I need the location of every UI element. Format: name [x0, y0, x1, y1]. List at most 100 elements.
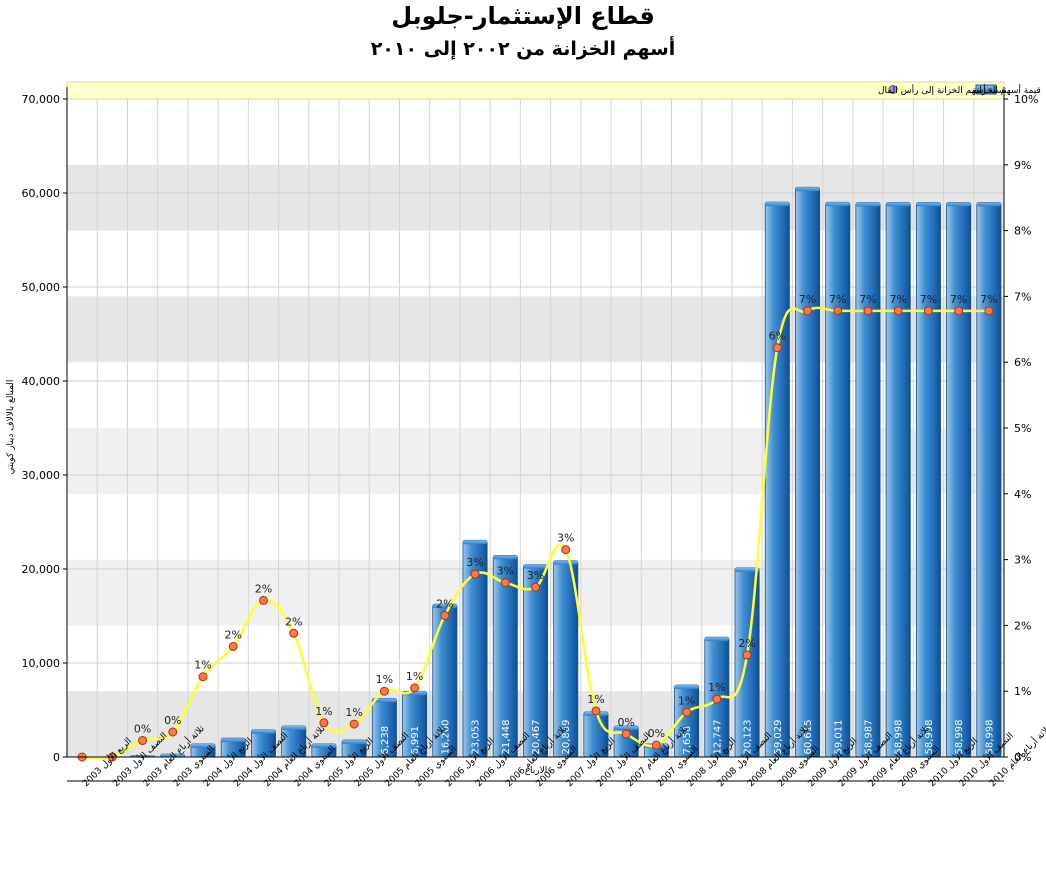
- bar-value-label: 20,467: [531, 720, 542, 755]
- bar-value-label: 16,260: [440, 720, 451, 755]
- bar-value-label: 59,011: [833, 720, 844, 755]
- bar: [825, 201, 851, 758]
- bar-value-label: 6,238: [380, 726, 391, 755]
- percent-marker: [893, 306, 903, 316]
- percent-label: 7%: [920, 293, 937, 306]
- y2-tick-label: 3%: [1014, 554, 1031, 567]
- percent-marker: [803, 306, 813, 316]
- bar-top: [704, 637, 729, 642]
- percent-label: 1%: [315, 705, 332, 718]
- percent-marker: [319, 718, 329, 728]
- percent-label: 2%: [285, 615, 302, 628]
- percent-marker: [954, 306, 964, 316]
- y2-tick-label: 1%: [1014, 685, 1031, 698]
- chart-subtitle: أسهم الخزانة من ٢٠٠٢ إلى ٢٠١٠: [370, 38, 676, 60]
- bar-value-label: 12,747: [712, 720, 723, 755]
- bar-value-label: 58,998: [924, 720, 935, 755]
- y-tick-label: 50,000: [22, 281, 61, 294]
- y-tick-label: 70,000: [22, 93, 61, 106]
- bar: [764, 201, 790, 758]
- percent-marker: [591, 706, 601, 716]
- percent-marker: [682, 707, 692, 717]
- percent-label: 3%: [466, 556, 483, 569]
- bar-top: [674, 685, 699, 690]
- percent-label: 0%: [134, 723, 151, 736]
- bar-top: [976, 202, 1001, 207]
- bar-top: [765, 202, 790, 207]
- bar-top: [795, 187, 820, 192]
- percent-label: 0%: [648, 727, 665, 740]
- percent-marker: [923, 306, 933, 316]
- percent-marker: [561, 545, 571, 555]
- legend: قيمة أسهم الخزانة نسبة أسهم الخزانة إلى …: [66, 81, 1041, 100]
- bar-value-label: 6,991: [410, 726, 421, 755]
- y2-tick-label: 10%: [1014, 93, 1038, 106]
- bar-top: [916, 202, 941, 207]
- percent-marker: [651, 740, 661, 750]
- legend-box: [66, 81, 1005, 100]
- percent-label: 3%: [527, 569, 544, 582]
- bar: [946, 202, 972, 758]
- bar-top: [493, 555, 518, 560]
- bar-value-label: 20,889: [561, 720, 572, 755]
- y-tick-label: 0: [53, 751, 60, 764]
- percent-marker: [742, 650, 752, 660]
- percent-label: 2%: [225, 628, 242, 641]
- percent-label: 6%: [769, 330, 786, 343]
- percent-marker: [289, 628, 299, 638]
- y-axis-label: المبالغ بالالاف دينار كويتي: [6, 380, 16, 475]
- bar-value-label: 21,448: [501, 720, 512, 755]
- chart-title: قطاع الإستثمار-جلوبل: [391, 2, 655, 30]
- bar-top: [251, 729, 276, 734]
- percent-label: 7%: [980, 293, 997, 306]
- percent-label: 2%: [436, 598, 453, 611]
- percent-marker: [470, 569, 480, 579]
- bar-top: [825, 202, 850, 207]
- bar-top: [221, 738, 246, 743]
- bar: [795, 186, 821, 758]
- percent-label: 3%: [557, 532, 574, 545]
- bar-top: [886, 202, 911, 207]
- percent-marker: [984, 306, 994, 316]
- bars: 6,238 6,991 16,260 23,053 21,448 20,467 20,889…: [130, 186, 1002, 758]
- percent-marker: [168, 727, 178, 737]
- bar-top: [946, 202, 971, 207]
- percent-label: 1%: [345, 706, 362, 719]
- percent-marker: [772, 343, 782, 353]
- bar-top: [372, 698, 397, 703]
- bar-top: [311, 743, 337, 748]
- percent-label: 1%: [678, 694, 695, 707]
- percent-label: 7%: [889, 293, 906, 306]
- bar-top: [553, 560, 578, 565]
- y2-tick-label: 6%: [1014, 356, 1031, 369]
- legend-line-label: نسبة أسهم الخزانة إلى رأس المال: [878, 84, 1007, 96]
- percent-label: 7%: [859, 293, 876, 306]
- bar-top: [281, 725, 306, 730]
- percent-marker: [440, 611, 450, 621]
- bar-value-label: 7,658: [682, 726, 693, 755]
- percent-marker: [379, 686, 389, 696]
- percent-label: 3%: [497, 565, 514, 578]
- bar: [855, 202, 881, 758]
- y-tick-label: 20,000: [22, 563, 61, 576]
- bar-value-label: 59,029: [773, 720, 784, 755]
- percent-label: 0%: [617, 716, 634, 729]
- percent-marker: [863, 306, 873, 316]
- percent-marker: [349, 719, 359, 729]
- percent-label: 7%: [950, 293, 967, 306]
- bar-top: [190, 743, 216, 748]
- percent-label: 1%: [406, 670, 423, 683]
- percent-marker: [410, 683, 420, 693]
- y2-tick-label: 0%: [1014, 751, 1031, 764]
- percent-marker: [833, 306, 843, 316]
- percent-label: 1%: [708, 681, 725, 694]
- percent-label: 1%: [587, 693, 604, 706]
- y2-tick-label: 8%: [1014, 225, 1031, 238]
- percent-label: 1%: [376, 673, 393, 686]
- y2-tick-label: 9%: [1014, 159, 1031, 172]
- bar-value-label: 20,123: [743, 720, 754, 755]
- y-tick-label: 40,000: [22, 375, 61, 388]
- percent-line: 0% 0% 1% 2% 2% 2% 1% 1% 1% 1% 2% 3% 3% 3% 3% 1% 0% 0% 1% 1%…: [77, 293, 998, 762]
- percent-label: 7%: [799, 293, 816, 306]
